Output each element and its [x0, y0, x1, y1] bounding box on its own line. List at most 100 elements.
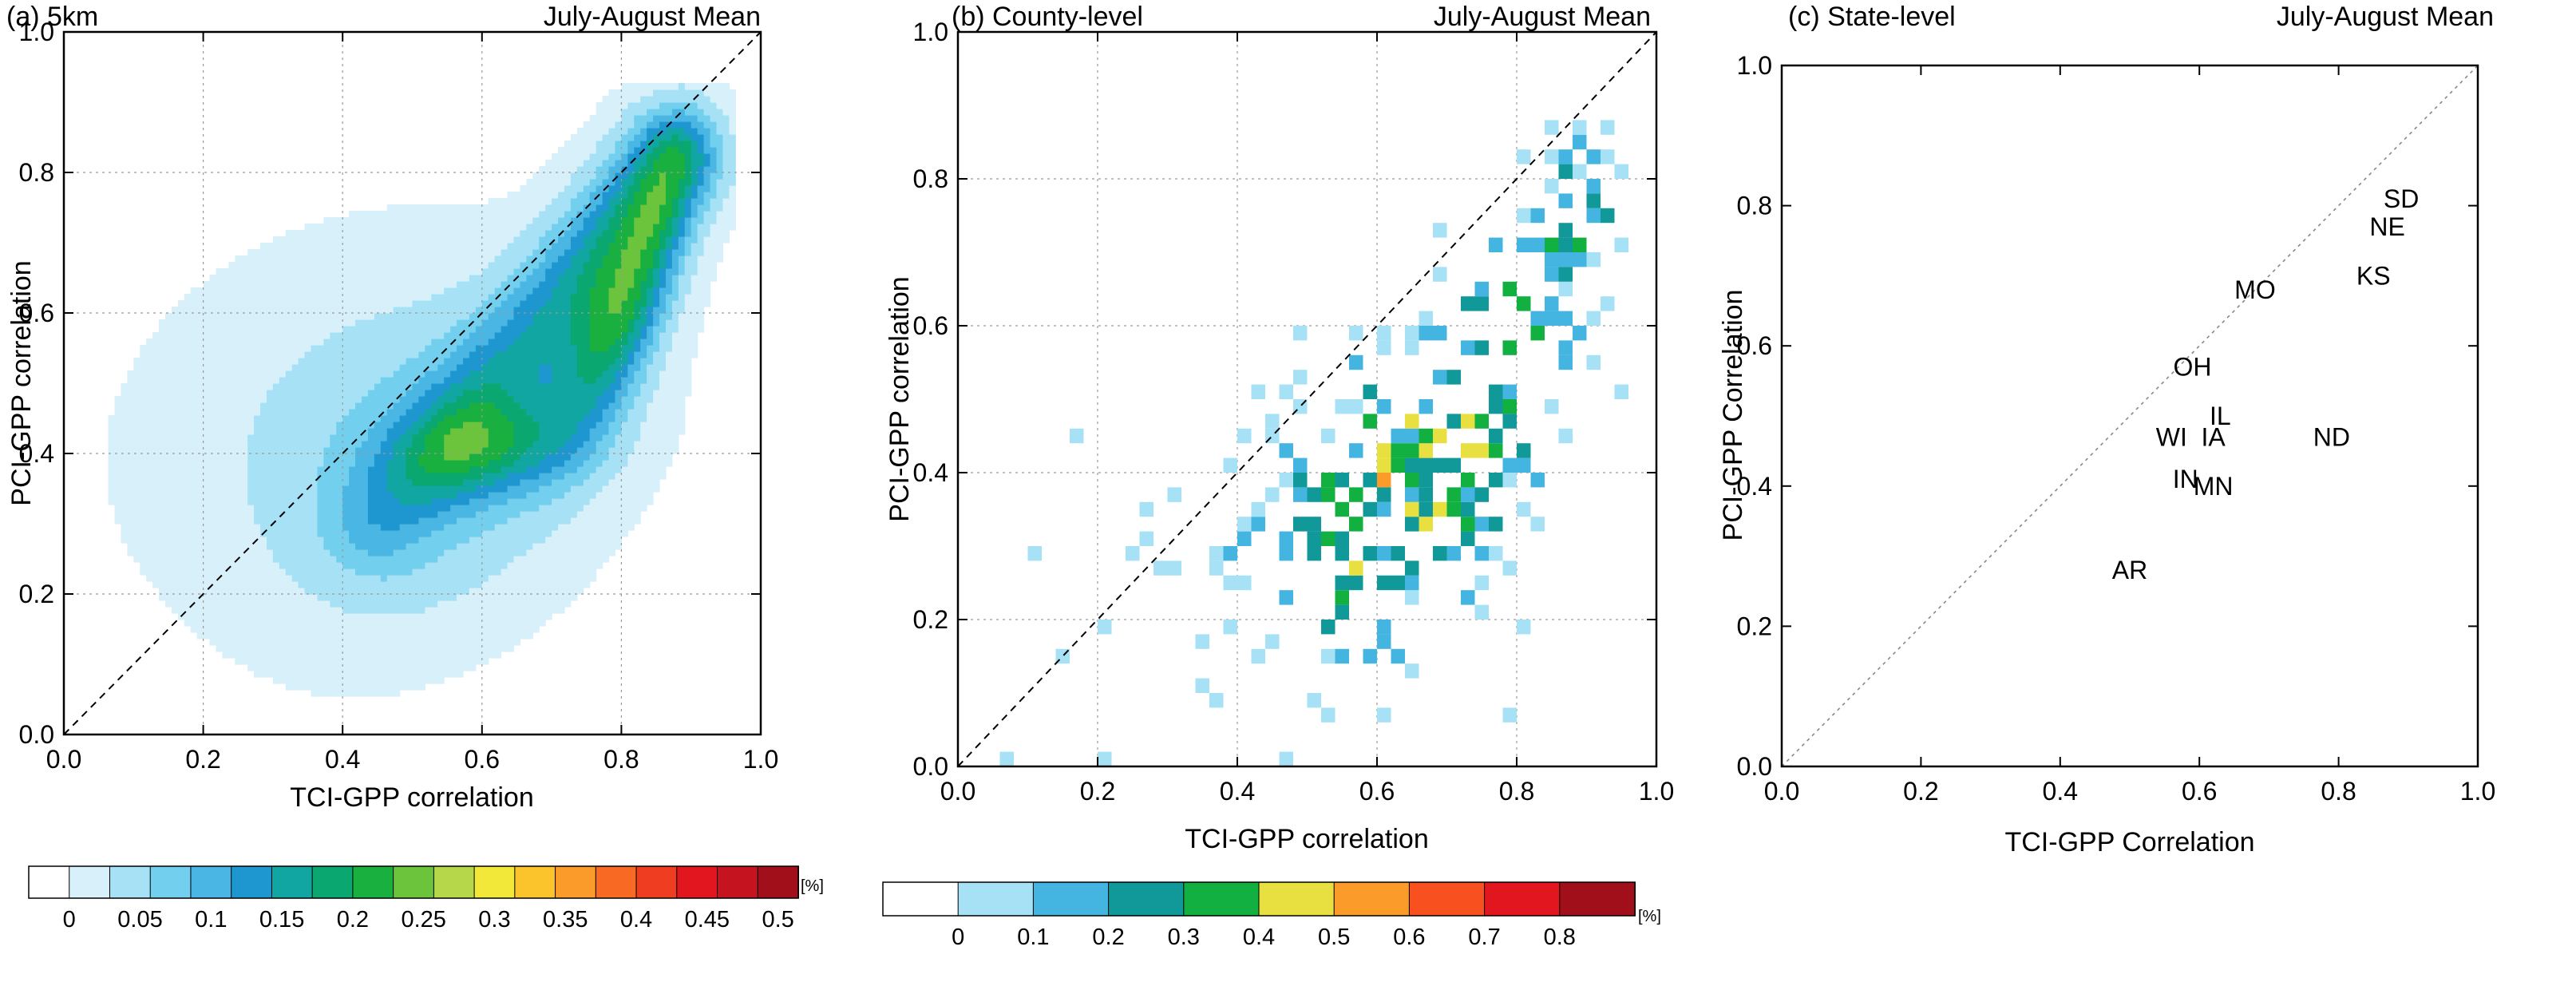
- density-cell: [291, 613, 299, 620]
- density-cell: [444, 332, 451, 339]
- density-cell: [589, 517, 597, 525]
- density-cell: [279, 326, 287, 333]
- density-cell: [177, 428, 185, 435]
- density-cell: [380, 639, 388, 646]
- density-cell: [545, 415, 552, 422]
- density-cell: [285, 441, 293, 448]
- density-cell: [247, 326, 255, 333]
- density-cell: [272, 492, 280, 499]
- density-cell: [330, 390, 337, 397]
- density-cell: [481, 441, 489, 448]
- density-cell: [241, 556, 248, 563]
- density-cell: [469, 600, 477, 608]
- density-cell: [545, 562, 552, 569]
- density-cell: [291, 230, 299, 237]
- density-cell: [177, 300, 185, 307]
- density-cell: [152, 562, 160, 569]
- density-cell: [406, 275, 414, 282]
- density-cell: [576, 568, 584, 576]
- density-cell: [539, 415, 546, 422]
- density-cell: [513, 428, 521, 435]
- density-cell: [304, 530, 312, 537]
- density-cell: [349, 690, 356, 697]
- density-cell: [272, 383, 280, 390]
- density-cell: [190, 364, 198, 371]
- density-cell: [558, 281, 565, 288]
- density-cell: [241, 460, 248, 467]
- density-cell: [393, 287, 401, 295]
- density-cell: [254, 262, 261, 269]
- density-cell: [209, 364, 217, 371]
- density-cell: [317, 537, 324, 544]
- density-cell: [317, 332, 324, 339]
- density-cell: [203, 441, 211, 448]
- density-cell: [362, 581, 369, 588]
- density-cell: [362, 249, 369, 256]
- density-cell: [520, 422, 527, 429]
- density-cell: [209, 549, 217, 556]
- density-cell: [437, 620, 445, 627]
- density-cell: [304, 651, 312, 659]
- density-cell: [425, 243, 432, 250]
- density-cell: [228, 415, 235, 422]
- density-cell: [235, 307, 242, 314]
- density-cell: [570, 262, 578, 269]
- density-cell: [520, 249, 527, 256]
- density-cell: [171, 428, 179, 435]
- density-cell: [520, 498, 527, 505]
- density-cell: [576, 466, 584, 473]
- density-cell: [304, 505, 312, 512]
- density-cell: [564, 428, 572, 435]
- density-cell: [589, 390, 597, 397]
- density-cell: [418, 281, 425, 288]
- density-cell: [386, 383, 394, 390]
- density-cell: [444, 441, 451, 448]
- density-cell: [362, 460, 369, 467]
- density-cell: [254, 275, 261, 282]
- density-cell: [260, 620, 267, 627]
- density-cell: [469, 409, 477, 416]
- density-cell: [412, 498, 420, 505]
- density-cell: [513, 498, 521, 505]
- density-cell: [558, 441, 565, 448]
- density-cell: [304, 594, 312, 601]
- density-cell: [285, 313, 293, 320]
- density-cell: [507, 626, 515, 633]
- density-cell: [386, 249, 394, 256]
- density-cell: [545, 249, 552, 256]
- density-cell: [140, 562, 147, 569]
- density-cell: [260, 370, 267, 378]
- density-cell: [570, 588, 578, 595]
- density-cell: [399, 339, 407, 346]
- density-cell: [399, 428, 407, 435]
- density-cell: [520, 351, 527, 358]
- density-cell: [406, 651, 414, 659]
- density-cell: [349, 351, 356, 358]
- density-cell: [121, 505, 128, 512]
- density-cell: [140, 370, 147, 378]
- density-cell: [342, 588, 350, 595]
- density-cell: [469, 466, 477, 473]
- density-cell: [241, 613, 248, 620]
- density-cell: [501, 351, 508, 358]
- density-cell: [279, 415, 287, 422]
- density-cell: [184, 600, 192, 608]
- density-cell: [285, 255, 293, 263]
- density-cell: [380, 537, 388, 544]
- density-cell: [247, 473, 255, 480]
- density-cell: [228, 453, 235, 461]
- density-cell: [576, 166, 584, 173]
- density-cell: [513, 568, 521, 576]
- density-cell: [481, 422, 489, 429]
- density-cell: [241, 524, 248, 531]
- density-cell: [520, 358, 527, 365]
- density-cell: [291, 243, 299, 250]
- density-cell: [570, 485, 578, 493]
- density-cell: [494, 537, 502, 544]
- density-cell: [532, 562, 540, 569]
- density-cell: [152, 390, 160, 397]
- density-cell: [342, 626, 350, 633]
- density-cell: [222, 326, 229, 333]
- density-cell: [393, 402, 401, 410]
- density-cell: [177, 332, 185, 339]
